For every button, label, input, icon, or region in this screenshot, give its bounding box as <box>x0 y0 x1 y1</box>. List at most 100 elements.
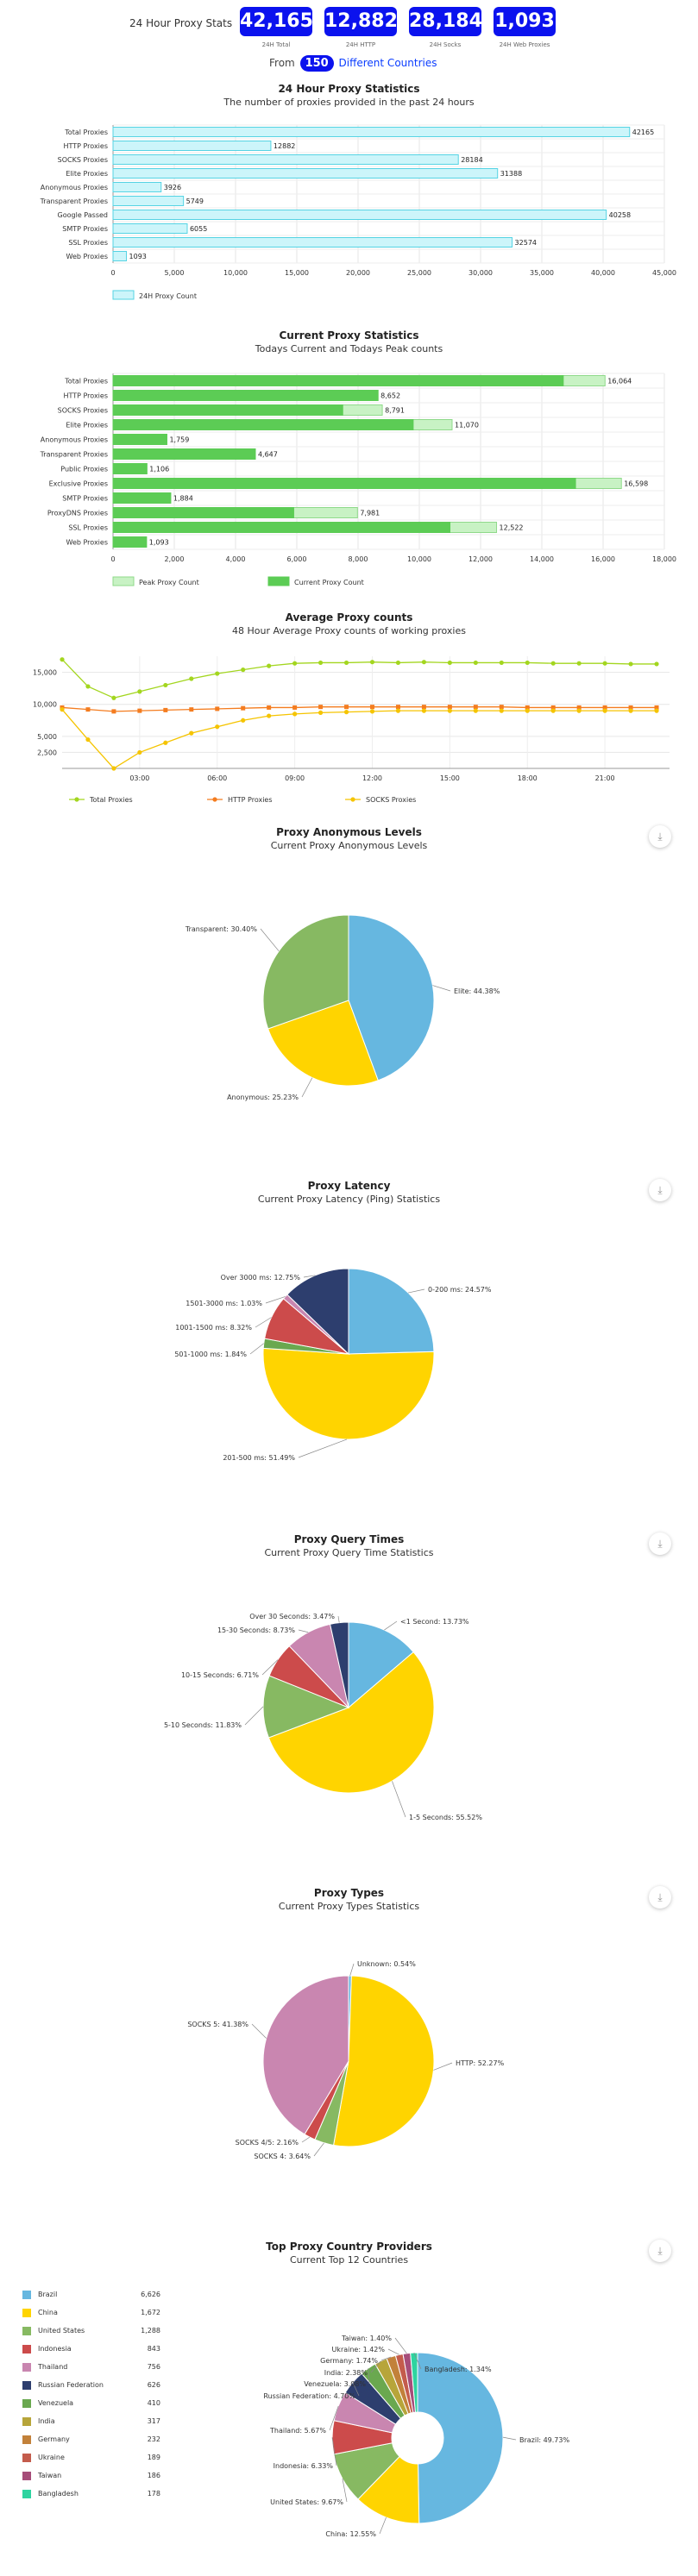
slice-label: HTTP: 52.27% <box>456 2059 505 2067</box>
slice-label: 1-5 Seconds: 55.52% <box>409 1814 482 1821</box>
countries-link[interactable]: Different Countries <box>338 57 437 69</box>
slice-label: 10-15 Seconds: 6.71% <box>181 1671 259 1679</box>
stat-http-sub: 24H HTTP <box>345 41 376 48</box>
data-label: 16,064 <box>607 378 632 385</box>
legend-swatch <box>112 576 135 586</box>
legend-swatch <box>22 2435 31 2444</box>
data-point <box>602 708 607 713</box>
data-point <box>499 708 504 713</box>
bar <box>112 251 128 261</box>
legend-country-name: Brazil <box>38 2291 58 2298</box>
download-icon[interactable]: ⤓ <box>649 2240 671 2262</box>
label-connector <box>313 2142 324 2157</box>
legend-item[interactable]: United States 1,288 <box>22 2322 160 2340</box>
countries-count: 150 <box>299 55 334 72</box>
data-point <box>499 705 504 710</box>
legend-item[interactable]: India 317 <box>22 2412 160 2430</box>
data-point <box>447 660 452 666</box>
legend-item[interactable]: Thailand 756 <box>22 2358 160 2376</box>
stat-socks: 28,184 <box>409 7 482 36</box>
slice-label: China: 12.55% <box>325 2530 376 2538</box>
data-point <box>343 660 349 666</box>
data-point <box>189 676 194 681</box>
slice-label: India: 2.38% <box>324 2369 368 2377</box>
chart5-subtitle: Current Proxy Latency (Ping) Statistics <box>257 1194 441 1205</box>
category-label: Web Proxies <box>66 253 108 260</box>
data-point <box>318 705 324 710</box>
slice-label: Thailand: 5.67% <box>269 2427 326 2435</box>
data-point <box>111 766 116 771</box>
stats-label: 24 Hour Proxy Stats <box>129 17 233 29</box>
legend-item[interactable]: Venezuela 410 <box>22 2394 160 2412</box>
download-icon[interactable]: ⤓ <box>649 825 671 848</box>
data-label: 32574 <box>515 239 537 247</box>
bar <box>112 141 272 151</box>
data-label: 11,070 <box>455 422 479 429</box>
data-point <box>525 708 530 713</box>
data-point <box>654 661 659 667</box>
legend-item[interactable]: Brazil 6,626 <box>22 2285 160 2303</box>
category-label: Web Proxies <box>66 539 108 547</box>
x-tick-label: 12:00 <box>362 774 382 782</box>
bar <box>112 419 414 430</box>
legend-item[interactable]: Russian Federation 626 <box>22 2376 160 2394</box>
legend-country-count: 232 <box>147 2435 160 2443</box>
bar <box>112 463 148 474</box>
slice-label: SOCKS 4: 3.64% <box>254 2153 311 2160</box>
chart3-title: Average Proxy counts <box>285 611 413 624</box>
legend-item[interactable]: Germany 232 <box>22 2430 160 2448</box>
chart6-subtitle: Current Proxy Query Time Statistics <box>264 1547 434 1558</box>
series-line <box>61 659 657 699</box>
legend-country-name: China <box>38 2309 58 2316</box>
category-label: Elite Proxies <box>66 422 108 429</box>
category-label: Google Passed <box>58 211 108 219</box>
slice-label: Over 3000 ms: 12.75% <box>221 1274 301 1282</box>
label-connector <box>349 1963 355 1977</box>
data-label: 1,759 <box>169 436 189 444</box>
legend-swatch <box>22 2380 31 2390</box>
legend-swatch <box>22 2344 31 2353</box>
legend-item[interactable]: Taiwan 186 <box>22 2466 160 2485</box>
category-label: Total Proxies <box>64 378 108 385</box>
data-point <box>395 705 400 710</box>
label-connector <box>379 2516 387 2535</box>
x-tick-label: 03:00 <box>129 774 149 782</box>
legend-country-count: 178 <box>147 2490 160 2498</box>
data-point <box>550 661 556 666</box>
x-tick-label: 0 <box>110 269 115 277</box>
slice-label: 1501-3000 ms: 1.03% <box>186 1300 262 1307</box>
download-icon[interactable]: ⤓ <box>649 1886 671 1908</box>
chart8-svg: Brazil: 49.73% China: 12.55% United States… <box>263 2335 569 2538</box>
data-point <box>267 713 272 718</box>
legend-item[interactable]: Bangladesh 178 <box>22 2485 160 2503</box>
x-tick-label: 30,000 <box>468 269 493 277</box>
pie-slice <box>262 1347 435 1440</box>
chart3-subtitle: 48 Hour Average Proxy counts of working … <box>232 625 466 636</box>
bar <box>112 478 576 489</box>
x-tick-label: 0 <box>110 555 115 563</box>
legend-item[interactable]: Ukraine 189 <box>22 2448 160 2466</box>
label-connector <box>265 1296 286 1304</box>
data-label: 1,106 <box>149 466 169 473</box>
label-connector <box>298 1438 348 1458</box>
data-point <box>576 705 582 710</box>
legend-item[interactable]: China 1,672 <box>22 2303 160 2322</box>
chart4-svg: Elite: 44.38% Anonymous: 25.23% Transparen… <box>185 914 500 1101</box>
label-connector <box>251 2023 267 2039</box>
bar <box>112 182 162 192</box>
legend-country-name: Germany <box>38 2435 70 2443</box>
stat-total: 42,165 <box>240 7 313 36</box>
download-icon[interactable]: ⤓ <box>649 1532 671 1555</box>
data-point <box>344 705 349 710</box>
legend-item[interactable]: Indonesia 843 <box>22 2340 160 2358</box>
label-connector <box>392 1781 406 1818</box>
data-point <box>241 718 246 723</box>
data-point <box>525 705 530 710</box>
data-label: 28184 <box>461 156 482 164</box>
download-icon[interactable]: ⤓ <box>649 1179 671 1201</box>
data-point <box>111 695 116 700</box>
label-connector <box>244 1706 264 1726</box>
label-connector <box>331 2437 337 2466</box>
slice-label: SOCKS 4/5: 2.16% <box>236 2139 299 2147</box>
slice-label: Over 30 Seconds: 3.47% <box>249 1613 335 1620</box>
